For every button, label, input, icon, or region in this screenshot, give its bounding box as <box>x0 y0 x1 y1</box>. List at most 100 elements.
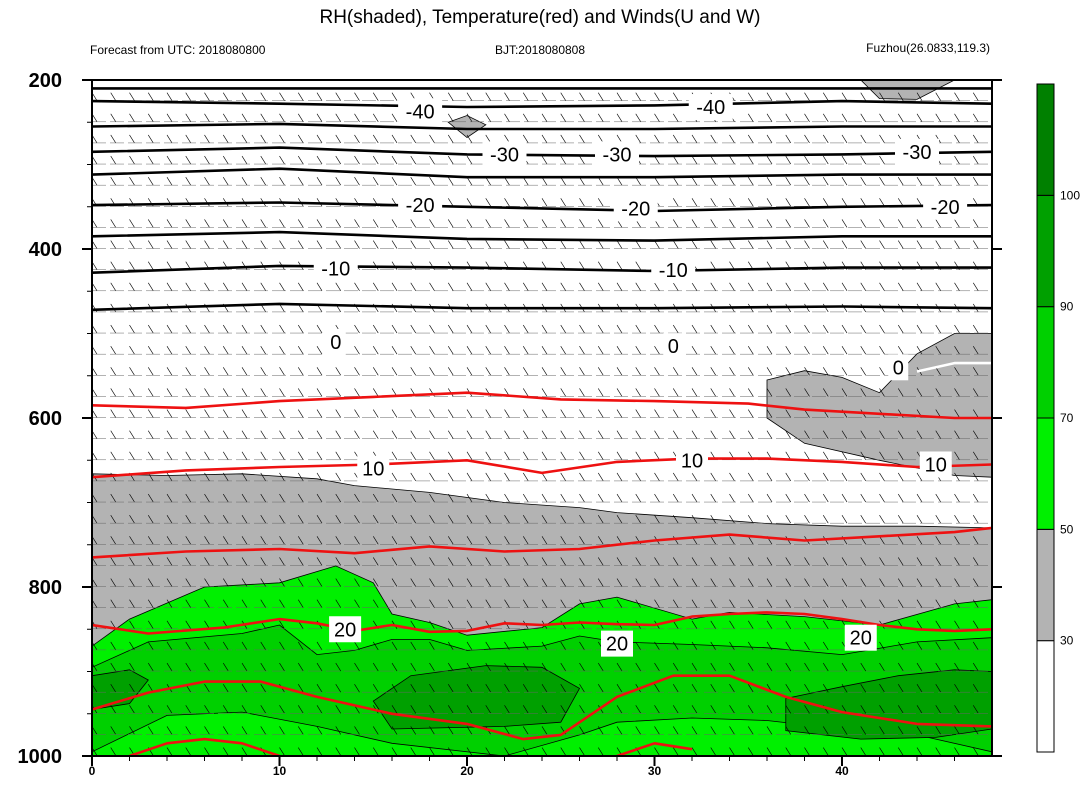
wind-barb-1515 <box>372 726 379 735</box>
wind-barb-1189 <box>822 578 829 587</box>
wind-barb-1191 <box>860 578 867 587</box>
wind-barb-185 <box>747 155 754 165</box>
wind-barb-1330 <box>654 641 660 651</box>
wind-barb-840 <box>841 430 848 439</box>
wind-barb-1008 <box>241 515 248 524</box>
wind-barb-639 <box>822 346 829 355</box>
wind-barb-346 <box>954 219 960 228</box>
wind-barb-245 <box>935 177 942 186</box>
wind-barb-1483 <box>710 705 717 714</box>
wind-barb-1119 <box>447 557 454 566</box>
wind-barb-955 <box>185 493 192 503</box>
wind-barb-141 <box>860 134 867 144</box>
wind-barb-116 <box>391 134 398 144</box>
wind-barb-1236 <box>766 599 773 608</box>
wind-barb-769 <box>447 409 454 418</box>
wind-barb-1132 <box>691 557 698 566</box>
wind-barb-701 <box>110 388 117 397</box>
x-tick-label-0: 0 <box>89 764 96 778</box>
wind-barb-1582 <box>691 747 698 756</box>
wind-barb-451 <box>110 282 117 291</box>
wind-barb-1111 <box>297 557 304 566</box>
wind-barb-66 <box>391 113 398 122</box>
wind-barb-497 <box>972 282 979 291</box>
wind-barb-78 <box>616 113 623 122</box>
wind-barb-285 <box>747 198 754 207</box>
contour-label-bg-3 <box>595 141 639 168</box>
wind-barb-488 <box>804 282 810 291</box>
wind-barb-397 <box>972 240 979 249</box>
wind-barb-571 <box>485 324 492 334</box>
wind-barb-90 <box>841 113 848 122</box>
wind-barb-1529 <box>635 726 642 735</box>
wind-barb-841 <box>860 430 867 439</box>
wind-barb-130 <box>654 134 660 144</box>
wind-barb-326 <box>579 219 585 228</box>
wind-barb-1306 <box>204 641 210 651</box>
wind-barb-54 <box>166 113 173 122</box>
wind-barb-709 <box>260 388 267 397</box>
wind-barb-380 <box>654 240 660 249</box>
wind-barb-1041 <box>860 515 867 524</box>
colorbar-swatch-1 <box>1036 528 1055 642</box>
wind-barb-1022 <box>504 515 510 524</box>
wind-barb-342 <box>879 219 885 228</box>
wind-barb-403 <box>147 261 154 270</box>
wind-barb-1092 <box>879 536 885 545</box>
wind-barb-1568 <box>429 747 435 756</box>
wind-barb-1208 <box>241 599 248 608</box>
wind-barb-383 <box>710 240 717 249</box>
wind-barb-1057 <box>222 536 229 545</box>
wind-barb-1175 <box>560 578 567 587</box>
wind-barb-1432 <box>691 684 698 693</box>
wind-barb-1310 <box>279 641 285 651</box>
contour-label-4: -30 <box>903 142 932 164</box>
wind-barb-558 <box>241 324 248 334</box>
wind-barb-1523 <box>522 726 529 735</box>
wind-barb-1245 <box>935 599 942 608</box>
wind-barb-108 <box>241 134 248 144</box>
wind-barb-1059 <box>260 536 267 545</box>
wind-barb-1562 <box>316 747 323 756</box>
wind-barb-1588 <box>804 747 810 756</box>
wind-barb-489 <box>822 282 829 291</box>
wind-barb-1468 <box>429 705 435 714</box>
wind-barb-893 <box>897 451 904 460</box>
wind-barb-1246 <box>954 599 960 608</box>
wind-barb-472 <box>504 282 510 291</box>
wind-barb-1378 <box>616 662 623 672</box>
wind-barb-373 <box>522 240 529 249</box>
wind-barb-1071 <box>485 536 492 545</box>
wind-barb-1512 <box>316 726 323 735</box>
wind-barb-932 <box>691 472 698 482</box>
wind-barb-1361 <box>297 662 304 672</box>
wind-barb-60 <box>279 113 285 122</box>
wind-barb-1390 <box>841 662 848 672</box>
wind-barb-240 <box>841 177 848 186</box>
wind-barb-168 <box>429 155 435 165</box>
wind-barb-311 <box>297 219 304 228</box>
wind-barb-1206 <box>204 599 210 608</box>
wind-barb-825 <box>560 430 567 439</box>
wind-barb-1425 <box>560 684 567 693</box>
wind-barb-689 <box>822 367 829 376</box>
wind-barb-1497 <box>972 705 979 714</box>
wind-barb-457 <box>222 282 229 291</box>
wind-barb-671 <box>485 367 492 376</box>
black-contour-2 <box>92 201 992 213</box>
wind-barb-1543 <box>897 726 904 735</box>
wind-barb-1076 <box>579 536 585 545</box>
wind-barb-1001 <box>110 515 117 524</box>
wind-barb-577 <box>597 324 604 334</box>
wind-barb-1147 <box>972 557 979 566</box>
wind-barb-64 <box>354 113 360 122</box>
wind-barb-734 <box>729 388 735 397</box>
wind-barb-663 <box>335 367 342 376</box>
wind-barb-1491 <box>860 705 867 714</box>
wind-barb-857 <box>222 451 229 460</box>
wind-barb-394 <box>916 240 923 249</box>
wind-barb-1428 <box>616 684 623 693</box>
wind-barb-1451 <box>110 705 117 714</box>
wind-barb-1026 <box>579 515 585 524</box>
wind-barb-308 <box>241 219 248 228</box>
